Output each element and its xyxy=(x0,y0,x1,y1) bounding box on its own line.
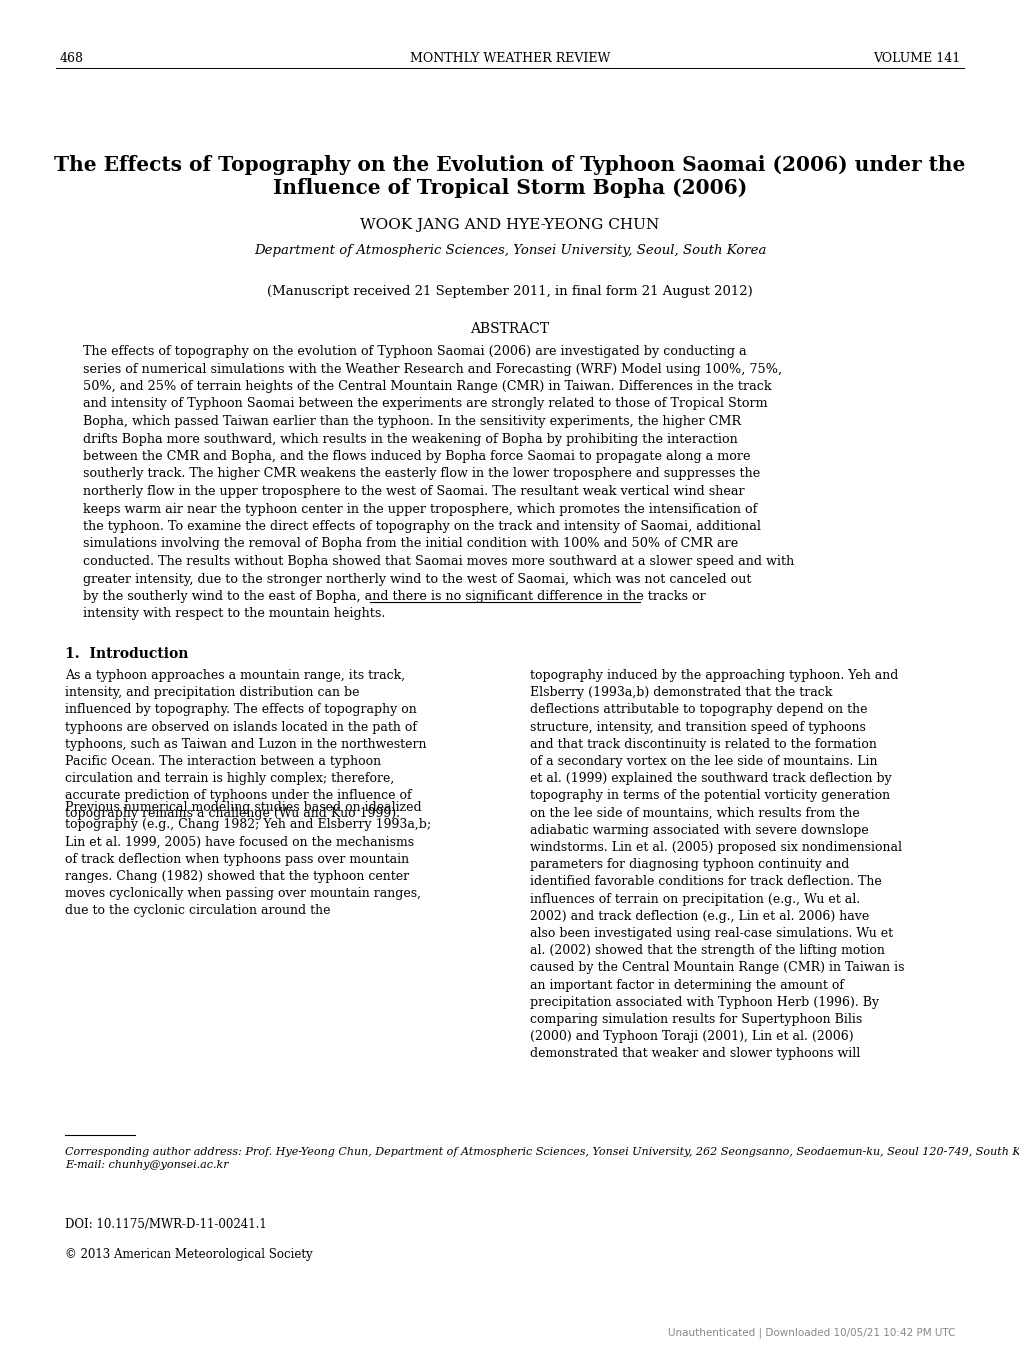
Text: The effects of topography on the evolution of Typhoon Saomai (2006) are investig: The effects of topography on the evoluti… xyxy=(83,345,794,620)
Text: The Effects of Topography on the Evolution of Typhoon Saomai (2006) under the: The Effects of Topography on the Evoluti… xyxy=(54,155,965,175)
Text: (Manuscript received 21 September 2011, in final form 21 August 2012): (Manuscript received 21 September 2011, … xyxy=(267,286,752,298)
Text: MONTHLY WEATHER REVIEW: MONTHLY WEATHER REVIEW xyxy=(410,52,609,65)
Text: Previous numerical modeling studies based on idealized
topography (e.g., Chang 1: Previous numerical modeling studies base… xyxy=(65,801,431,918)
Text: topography induced by the approaching typhoon. Yeh and
Elsberry (1993a,b) demons: topography induced by the approaching ty… xyxy=(530,669,904,1061)
Text: © 2013 American Meteorological Society: © 2013 American Meteorological Society xyxy=(65,1248,312,1261)
Text: VOLUME 141: VOLUME 141 xyxy=(872,52,959,65)
Text: 468: 468 xyxy=(60,52,84,65)
Text: 1.  Introduction: 1. Introduction xyxy=(65,647,189,661)
Text: DOI: 10.1175/MWR-D-11-00241.1: DOI: 10.1175/MWR-D-11-00241.1 xyxy=(65,1219,267,1231)
Text: WOOK JANG AND HYE-YEONG CHUN: WOOK JANG AND HYE-YEONG CHUN xyxy=(360,218,659,233)
Text: As a typhoon approaches a mountain range, its track,
intensity, and precipitatio: As a typhoon approaches a mountain range… xyxy=(65,669,426,820)
Text: Corresponding author address: Prof. Hye-Yeong Chun, Department of Atmospheric Sc: Corresponding author address: Prof. Hye-… xyxy=(65,1146,1019,1170)
Text: Unauthenticated | Downloaded 10/05/21 10:42 PM UTC: Unauthenticated | Downloaded 10/05/21 10… xyxy=(667,1327,954,1338)
Text: Influence of Tropical Storm Bopha (2006): Influence of Tropical Storm Bopha (2006) xyxy=(273,178,746,199)
Text: ABSTRACT: ABSTRACT xyxy=(470,322,549,336)
Text: Department of Atmospheric Sciences, Yonsei University, Seoul, South Korea: Department of Atmospheric Sciences, Yons… xyxy=(254,243,765,257)
